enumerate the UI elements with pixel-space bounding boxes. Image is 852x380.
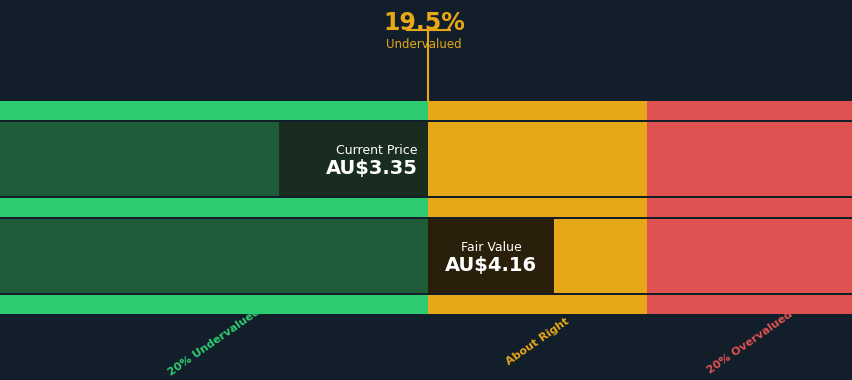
Bar	[279, 122, 428, 196]
Bar	[646, 295, 852, 313]
Text: AU$4.16: AU$4.16	[445, 256, 537, 275]
Bar	[0, 122, 428, 196]
Text: About Right: About Right	[504, 317, 570, 367]
Bar	[428, 219, 554, 293]
Bar	[592, 198, 646, 217]
Bar	[428, 295, 592, 313]
Bar	[0, 295, 428, 313]
Bar	[592, 101, 646, 120]
Bar	[428, 122, 592, 196]
Bar	[0, 101, 428, 120]
Text: Current Price: Current Price	[336, 144, 417, 157]
Bar	[646, 122, 852, 196]
Bar	[592, 122, 646, 196]
Text: AU$3.35: AU$3.35	[325, 159, 417, 178]
Bar	[428, 198, 592, 217]
Bar	[592, 219, 646, 293]
Text: 20% Undervalued: 20% Undervalued	[166, 306, 262, 378]
Text: 19.5%: 19.5%	[383, 11, 464, 35]
Bar	[646, 219, 852, 293]
Text: Undervalued: Undervalued	[386, 38, 461, 51]
Bar	[428, 101, 592, 120]
Bar	[0, 198, 428, 217]
Bar	[646, 101, 852, 120]
Text: Fair Value: Fair Value	[460, 241, 521, 254]
Text: 20% Overvalued: 20% Overvalued	[705, 309, 793, 375]
Bar	[0, 219, 428, 293]
Bar	[646, 198, 852, 217]
Bar	[428, 219, 592, 293]
Bar	[592, 295, 646, 313]
